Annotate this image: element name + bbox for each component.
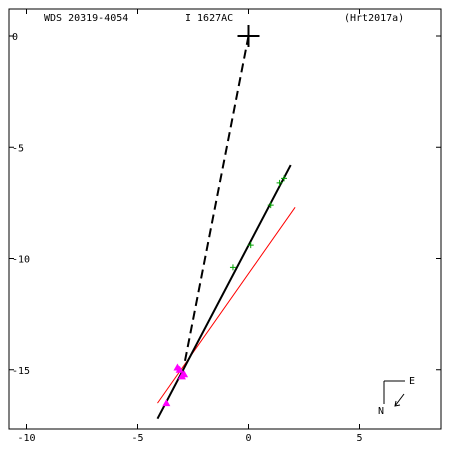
green-observation-point (247, 242, 254, 249)
y-tick-label: 0 (12, 32, 18, 43)
dashed-node-line (183, 35, 250, 366)
compass-north-label: N (378, 406, 384, 417)
primary-star-marker (237, 25, 260, 47)
green-observation-point (267, 202, 274, 209)
x-tick-label: -10 (17, 433, 35, 444)
primary-star-cross (237, 25, 260, 47)
y-tick-label: -15 (12, 366, 30, 377)
orbit-lines (156, 35, 296, 420)
magenta-observation-point (173, 363, 182, 371)
x-axis-ticks: -10 -5 0 5 (17, 9, 363, 444)
compass-rose: N E (378, 376, 415, 417)
motion-arrow-shaft (394, 393, 405, 407)
green-observation-point (276, 179, 283, 186)
observation-points (162, 175, 288, 407)
discoverer-label: I 1627AC (185, 13, 233, 24)
y-axis-ticks: 0 -5 -10 -15 (9, 32, 441, 377)
green-observation-point (229, 264, 236, 271)
magenta-observation-point (162, 399, 171, 407)
plot-frame (8, 8, 442, 430)
compass-east-label: E (409, 376, 415, 387)
wds-id-label: WDS 20319-4054 (44, 13, 128, 24)
y-tick-label: -5 (12, 143, 24, 154)
motion-arrow-head (394, 400, 401, 407)
green-observation-point (281, 175, 288, 182)
reference-label: (Hrt2017a) (344, 13, 404, 24)
x-tick-label: 5 (356, 433, 362, 444)
y-tick-label: -10 (12, 255, 30, 266)
orbit-fit-red-line (157, 207, 296, 404)
x-tick-label: 0 (245, 433, 251, 444)
magenta-observation-point (180, 370, 189, 378)
x-tick-label: -5 (131, 433, 143, 444)
